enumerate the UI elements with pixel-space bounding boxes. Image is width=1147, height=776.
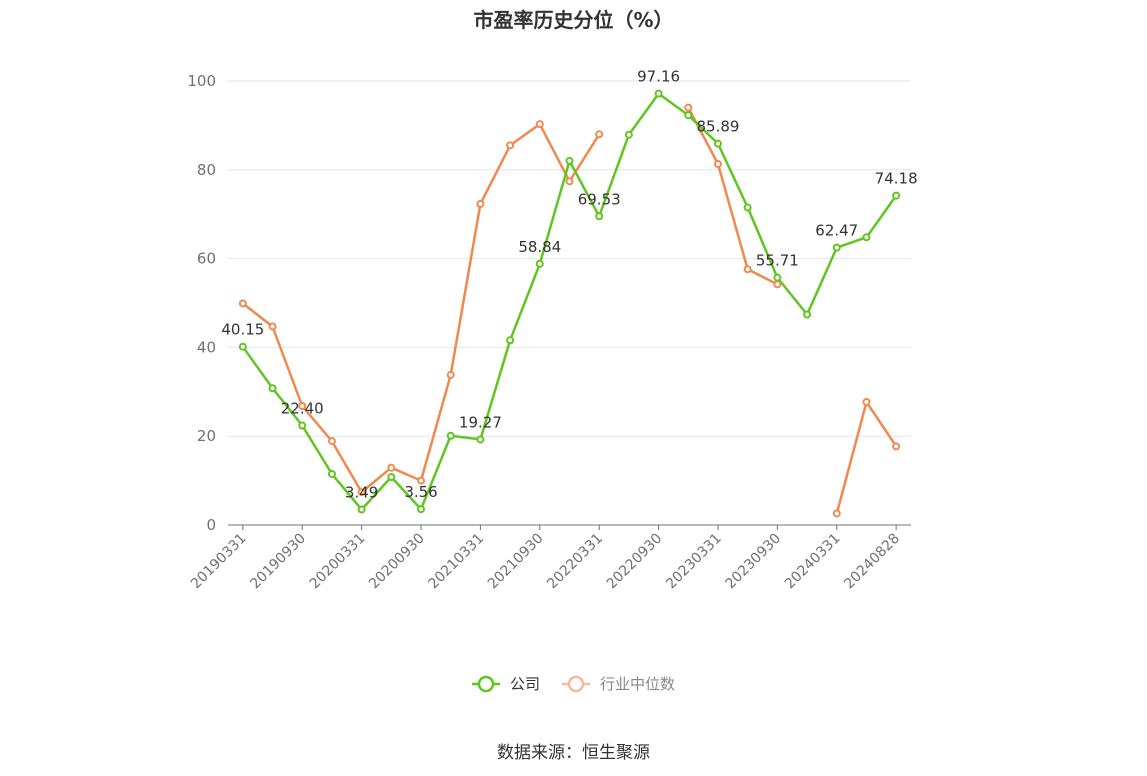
data-label: 3.56 — [404, 483, 437, 501]
data-point[interactable] — [803, 310, 812, 319]
series-points — [238, 89, 901, 518]
legend-marker[interactable] — [567, 675, 585, 693]
data-label: 55.71 — [756, 252, 799, 270]
y-tick-label: 100 — [187, 72, 216, 90]
data-point[interactable] — [535, 120, 544, 129]
data-label: 22.40 — [281, 400, 324, 418]
series-line-行业中位数 — [687, 107, 778, 286]
data-point[interactable] — [357, 505, 366, 514]
data-point[interactable] — [268, 384, 277, 393]
data-point[interactable] — [565, 156, 574, 165]
data-label: 3.49 — [345, 484, 378, 502]
data-point[interactable] — [654, 89, 663, 98]
data-point[interactable] — [892, 191, 901, 200]
data-point[interactable] — [684, 111, 693, 120]
legend: 公司 行业中位数 — [472, 675, 675, 693]
data-point[interactable] — [446, 431, 455, 440]
data-point[interactable] — [506, 141, 515, 150]
x-tick-label: 20240828 — [841, 531, 903, 593]
x-tick-label: 20220331 — [544, 531, 606, 593]
y-tick-label: 60 — [197, 250, 216, 268]
series-line-公司 — [241, 92, 898, 511]
x-tick-label: 20220930 — [604, 531, 666, 593]
data-point[interactable] — [387, 473, 396, 482]
data-source-note: 数据来源：恒生聚源 — [497, 743, 650, 763]
data-point[interactable] — [298, 421, 307, 430]
data-point[interactable] — [832, 509, 841, 518]
data-point[interactable] — [268, 322, 277, 331]
data-point[interactable] — [327, 469, 336, 478]
data-point[interactable] — [595, 130, 604, 139]
chart-title: 市盈率历史分位（%） — [473, 8, 674, 32]
x-tick-label: 20200930 — [366, 531, 428, 593]
x-tick-label: 20210930 — [485, 531, 547, 593]
data-label: 40.15 — [221, 321, 264, 339]
data-point[interactable] — [773, 280, 782, 289]
x-tick-label: 20190930 — [247, 531, 309, 593]
data-label: 97.16 — [637, 68, 680, 86]
data-label: 58.84 — [518, 238, 561, 256]
data-point[interactable] — [476, 199, 485, 208]
data-point[interactable] — [862, 233, 871, 242]
series-lines — [241, 92, 898, 514]
series-line-行业中位数 — [835, 400, 898, 514]
data-point[interactable] — [773, 273, 782, 282]
data-point[interactable] — [476, 435, 485, 444]
data-point[interactable] — [327, 437, 336, 446]
data-label: 69.53 — [578, 190, 621, 208]
data-point[interactable] — [892, 442, 901, 451]
data-point[interactable] — [535, 259, 544, 268]
data-label: 85.89 — [697, 118, 740, 136]
data-point[interactable] — [713, 139, 722, 148]
legend-label[interactable]: 行业中位数 — [600, 675, 675, 693]
x-tick-label: 20230930 — [722, 531, 784, 593]
x-tick-label: 20230331 — [663, 531, 725, 593]
x-tick-label: 20210331 — [426, 531, 488, 593]
y-tick-label: 20 — [197, 427, 216, 445]
data-point[interactable] — [357, 488, 366, 497]
data-point[interactable] — [743, 265, 752, 274]
data-point[interactable] — [387, 463, 396, 472]
data-label: 19.27 — [459, 413, 502, 431]
grid-lines — [228, 80, 911, 437]
data-label: 74.18 — [875, 170, 918, 188]
data-point[interactable] — [298, 402, 307, 411]
x-tick-label: 20200331 — [307, 531, 369, 593]
y-tick-label: 40 — [197, 338, 216, 356]
data-point[interactable] — [595, 212, 604, 221]
data-label: 62.47 — [815, 222, 858, 240]
data-point[interactable] — [565, 177, 574, 186]
data-point[interactable] — [862, 398, 871, 407]
data-point[interactable] — [713, 160, 722, 169]
x-tick-label: 20240331 — [782, 531, 844, 593]
data-point[interactable] — [238, 342, 247, 351]
data-point[interactable] — [506, 336, 515, 345]
y-tick-label: 0 — [206, 516, 216, 534]
y-tick-label: 80 — [197, 161, 216, 179]
data-point[interactable] — [624, 130, 633, 139]
data-point[interactable] — [417, 505, 426, 514]
data-labels: 40.15 22.40 3.49 3.56 19.27 58.84 69.53 97.16 85… — [221, 68, 917, 502]
data-point[interactable] — [743, 203, 752, 212]
legend-marker[interactable] — [477, 675, 495, 693]
data-point[interactable] — [832, 243, 841, 252]
series-line-行业中位数 — [242, 122, 601, 494]
legend-label[interactable]: 公司 — [510, 675, 540, 693]
data-point[interactable] — [238, 299, 247, 308]
data-point[interactable] — [684, 103, 693, 112]
data-point[interactable] — [417, 476, 426, 485]
data-point[interactable] — [446, 370, 455, 379]
x-tick-label: 20190331 — [188, 531, 250, 593]
axes: 0 20 40 60 80 100 2019033120190930202003312020… — [187, 72, 911, 592]
